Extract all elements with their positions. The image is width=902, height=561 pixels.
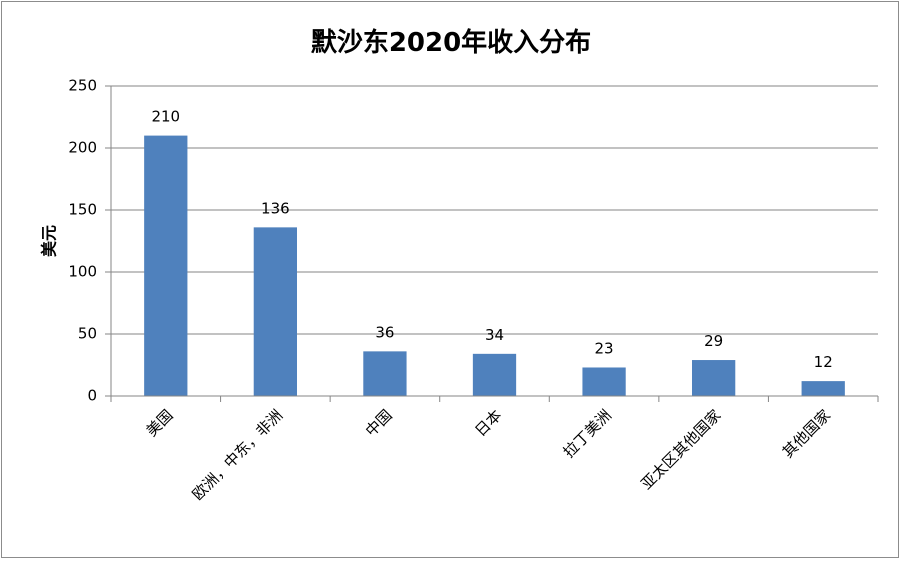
y-axis-title: 美元 [40,225,59,257]
gridlines [111,85,878,335]
x-category-label: 日本 [471,406,505,440]
y-tick-label: 0 [87,387,97,405]
x-category-label: 欧洲，中东，非洲 [189,406,287,504]
x-category-label: 亚太区其他国家 [637,406,724,493]
bar[interactable] [253,227,297,396]
chart-title: 默沙东2020年收入分布 [310,28,592,58]
bar[interactable] [692,360,736,396]
x-category-label: 其他国家 [779,406,834,461]
y-tick-label: 100 [68,263,97,281]
x-category-label: 拉丁美洲 [560,406,615,461]
bar[interactable] [144,135,188,396]
data-label: 34 [485,326,504,344]
y-tick-label: 250 [68,77,97,95]
bar[interactable] [801,381,845,396]
bar[interactable] [582,367,626,396]
axes [105,85,879,402]
data-label: 29 [704,332,723,350]
y-tick-label: 150 [68,201,97,219]
y-tick-label: 50 [78,325,97,343]
bars [144,135,845,396]
data-label: 12 [814,353,833,371]
bar[interactable] [472,353,517,396]
data-label: 136 [261,199,290,217]
data-label: 36 [375,323,394,341]
bar[interactable] [363,351,407,396]
data-label: 210 [151,108,180,126]
x-category-label: 中国 [362,406,396,440]
data-label: 23 [595,339,614,357]
y-tick-label: 200 [68,139,97,157]
x-category-label: 美国 [143,406,177,440]
